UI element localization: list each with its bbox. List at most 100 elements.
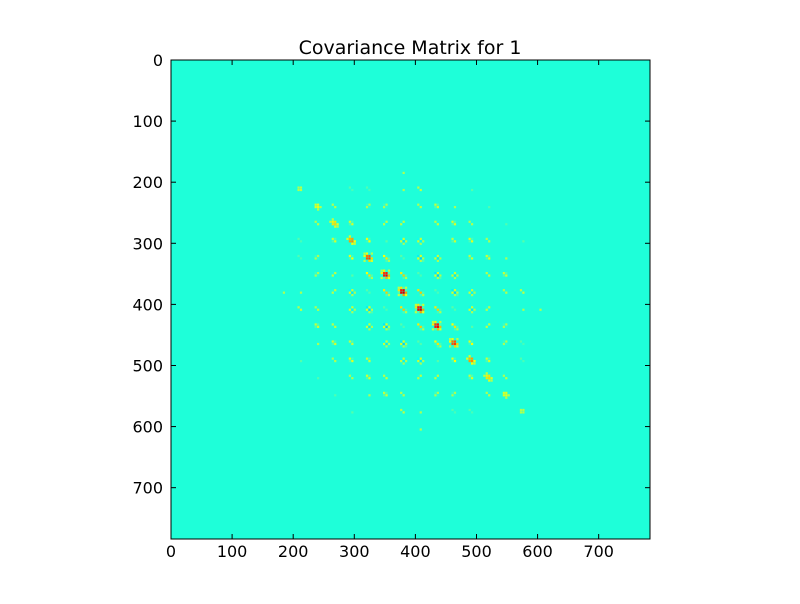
heatmap-cell bbox=[470, 411, 474, 414]
heatmap-cell bbox=[468, 374, 471, 377]
heatmap-cell bbox=[402, 240, 405, 243]
heatmap-cell bbox=[422, 359, 425, 363]
heatmap-cell bbox=[502, 391, 505, 394]
heatmap-cell bbox=[380, 272, 383, 275]
heatmap-cell bbox=[383, 274, 386, 277]
heatmap-cell bbox=[436, 391, 439, 394]
heatmap-cell bbox=[368, 274, 371, 277]
heatmap-cell bbox=[436, 394, 439, 397]
heatmap-cell bbox=[451, 408, 454, 412]
heatmap-cell bbox=[451, 325, 454, 328]
heatmap-cell bbox=[439, 325, 442, 328]
heatmap-cell bbox=[397, 291, 400, 294]
heatmap-cell bbox=[297, 188, 300, 192]
heatmap-cell bbox=[368, 328, 371, 331]
heatmap-cell bbox=[387, 274, 391, 277]
heatmap-cell bbox=[453, 308, 457, 311]
heatmap-cell bbox=[334, 342, 337, 346]
heatmap-cell bbox=[400, 342, 403, 346]
heatmap-cell bbox=[419, 411, 422, 414]
heatmap-cell bbox=[383, 269, 386, 272]
heatmap-cell bbox=[385, 257, 388, 260]
heatmap-cell bbox=[434, 254, 437, 258]
heatmap-cell bbox=[453, 411, 457, 414]
heatmap-cell bbox=[490, 377, 493, 380]
y-tick-label: 0 bbox=[153, 51, 163, 70]
heatmap-cell bbox=[456, 337, 459, 341]
heatmap-cell bbox=[419, 291, 422, 294]
heatmap-cell bbox=[488, 374, 491, 377]
heatmap-cell bbox=[397, 294, 400, 297]
heatmap-cell bbox=[414, 306, 417, 309]
heatmap-cell bbox=[519, 357, 523, 360]
heatmap-cell bbox=[419, 289, 422, 292]
heatmap-cell bbox=[299, 240, 303, 243]
heatmap-cell bbox=[314, 254, 317, 258]
heatmap-cell bbox=[334, 240, 337, 243]
heatmap-cell bbox=[488, 254, 491, 258]
heatmap-cell bbox=[439, 342, 442, 346]
heatmap-cell bbox=[434, 391, 437, 394]
heatmap-cell bbox=[317, 272, 320, 275]
heatmap-cell bbox=[383, 323, 386, 326]
heatmap-cell bbox=[383, 340, 386, 343]
heatmap-cell bbox=[331, 218, 334, 221]
heatmap-cell bbox=[383, 206, 386, 209]
heatmap-cell bbox=[448, 345, 452, 348]
heatmap-cell bbox=[334, 206, 337, 209]
heatmap-cell bbox=[400, 223, 403, 226]
heatmap-cell bbox=[368, 257, 371, 260]
heatmap-cell bbox=[348, 340, 351, 343]
heatmap-cell bbox=[505, 323, 508, 326]
heatmap-cell bbox=[353, 242, 356, 245]
heatmap-cell bbox=[380, 276, 383, 280]
heatmap-cell bbox=[434, 206, 437, 209]
heatmap-cell bbox=[400, 391, 403, 394]
heatmap-cell bbox=[417, 203, 420, 206]
heatmap-cell bbox=[434, 328, 437, 331]
heatmap-cell bbox=[402, 286, 405, 289]
heatmap-cell bbox=[419, 257, 422, 260]
heatmap-cell bbox=[456, 325, 459, 328]
heatmap-cell bbox=[419, 377, 422, 380]
heatmap-cell bbox=[434, 340, 437, 343]
heatmap-cell bbox=[331, 357, 334, 360]
heatmap-cell bbox=[451, 223, 454, 226]
heatmap-cell bbox=[365, 323, 369, 326]
heatmap-cell bbox=[334, 225, 337, 228]
heatmap-cell bbox=[317, 254, 320, 258]
heatmap-cell bbox=[365, 357, 369, 360]
heatmap-cell bbox=[368, 394, 371, 397]
heatmap-background bbox=[171, 60, 650, 539]
heatmap-cell bbox=[383, 203, 386, 206]
heatmap-cell bbox=[417, 311, 420, 314]
heatmap-cell bbox=[348, 240, 351, 243]
heatmap-cell bbox=[434, 374, 437, 377]
heatmap-cell bbox=[439, 257, 442, 260]
heatmap-cell bbox=[351, 306, 354, 309]
heatmap-cell bbox=[470, 359, 474, 363]
heatmap-cell bbox=[468, 257, 471, 260]
heatmap-cell bbox=[505, 340, 508, 343]
heatmap-cell bbox=[353, 308, 356, 311]
heatmap-cell bbox=[436, 340, 439, 343]
heatmap-cell bbox=[385, 328, 388, 331]
heatmap-cell bbox=[419, 188, 422, 192]
heatmap-cell bbox=[402, 272, 405, 275]
heatmap-cell bbox=[334, 274, 337, 277]
heatmap-cell bbox=[297, 186, 300, 189]
heatmap-cell bbox=[385, 206, 388, 209]
heatmap-cell bbox=[348, 289, 351, 292]
heatmap-cell bbox=[485, 254, 488, 258]
heatmap-cell bbox=[348, 374, 351, 377]
heatmap-cell bbox=[334, 223, 337, 226]
heatmap-cell bbox=[351, 359, 354, 363]
heatmap-cell bbox=[405, 359, 408, 363]
heatmap-cell bbox=[365, 206, 369, 209]
heatmap-cell bbox=[331, 203, 334, 206]
heatmap-cell bbox=[522, 408, 525, 412]
heatmap-cell bbox=[456, 345, 459, 348]
heatmap-cell bbox=[405, 274, 408, 277]
heatmap-cell bbox=[436, 308, 439, 311]
heatmap-cell bbox=[436, 377, 439, 380]
